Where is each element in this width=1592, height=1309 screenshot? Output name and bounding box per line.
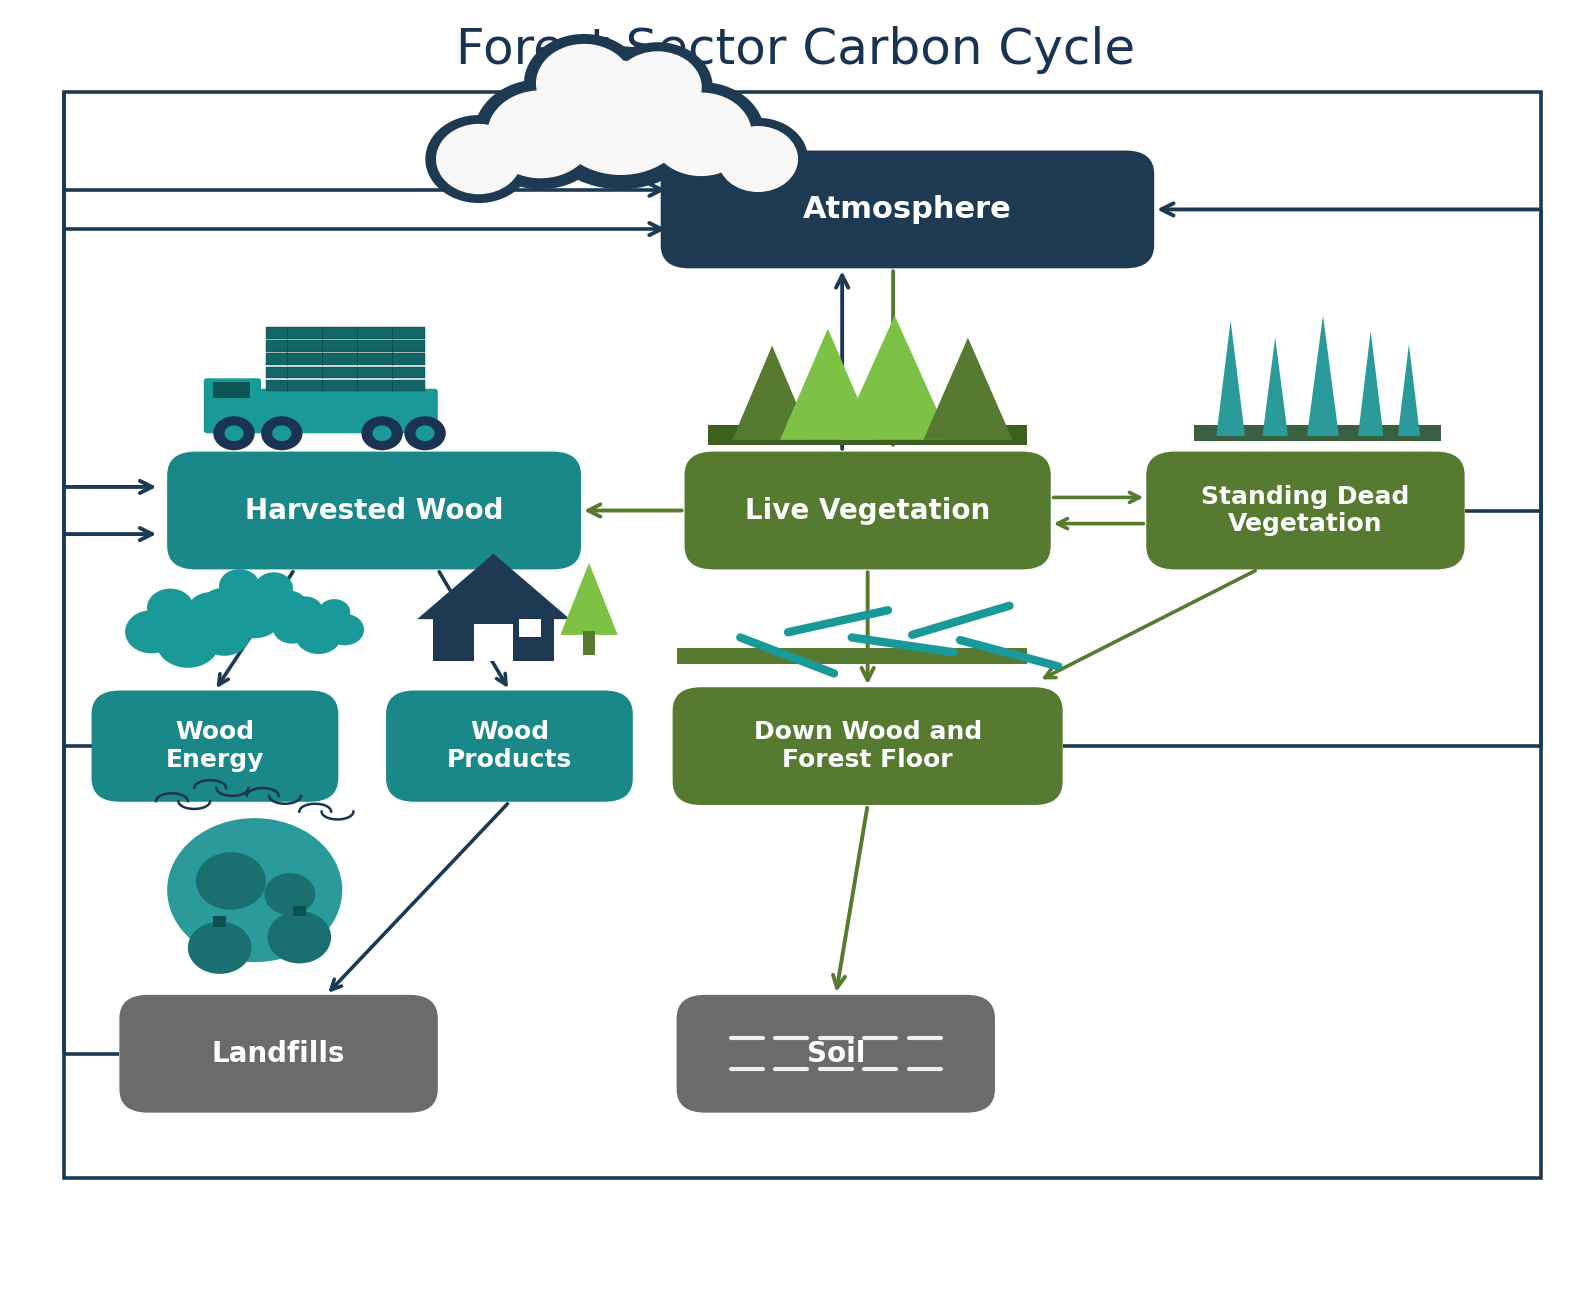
FancyBboxPatch shape [385,691,632,801]
Circle shape [373,425,392,441]
Circle shape [197,613,250,656]
Circle shape [318,600,350,626]
Circle shape [425,115,532,203]
Polygon shape [560,563,618,635]
Bar [266,380,425,391]
Polygon shape [1398,344,1420,436]
Bar [583,631,595,654]
Circle shape [404,416,446,450]
Circle shape [487,90,594,178]
Text: Landfills: Landfills [212,1039,345,1068]
Bar [1194,425,1441,441]
Polygon shape [839,315,950,440]
FancyBboxPatch shape [673,687,1063,805]
Circle shape [474,80,608,190]
Circle shape [718,126,798,192]
Circle shape [326,614,365,645]
Circle shape [267,911,331,963]
Polygon shape [780,329,876,440]
Bar [266,340,425,352]
FancyBboxPatch shape [685,452,1051,569]
Circle shape [533,46,708,190]
Polygon shape [1262,338,1288,436]
Circle shape [188,592,232,628]
Circle shape [295,615,342,654]
Circle shape [264,873,315,915]
Circle shape [524,34,645,134]
Bar [213,916,226,927]
Circle shape [213,416,255,450]
Text: Forest Sector Carbon Cycle: Forest Sector Carbon Cycle [457,26,1135,75]
Polygon shape [417,554,570,619]
Circle shape [650,93,751,177]
Circle shape [226,592,283,639]
Bar [677,648,1027,664]
Circle shape [167,818,342,962]
Bar [266,327,425,339]
FancyBboxPatch shape [167,452,581,569]
Circle shape [637,82,764,187]
Circle shape [416,425,435,441]
Text: Soil: Soil [807,1039,864,1068]
Circle shape [220,569,259,602]
Circle shape [272,425,291,441]
Circle shape [146,589,194,627]
Text: Atmosphere: Atmosphere [802,195,1013,224]
Circle shape [126,610,178,653]
Text: Standing Dead
Vegetation: Standing Dead Vegetation [1202,484,1409,537]
Polygon shape [1358,331,1383,436]
Bar [266,353,425,365]
FancyBboxPatch shape [256,389,438,433]
Text: Wood
Energy: Wood Energy [166,720,264,772]
Circle shape [272,613,310,644]
Bar [708,425,1027,445]
Circle shape [288,597,323,624]
Text: Down Wood and
Forest Floor: Down Wood and Forest Floor [753,720,982,772]
Text: Wood
Products: Wood Products [447,720,572,772]
Circle shape [613,51,702,124]
Circle shape [196,852,266,910]
Polygon shape [213,382,250,398]
FancyBboxPatch shape [677,995,995,1113]
FancyBboxPatch shape [204,378,261,433]
Circle shape [361,416,403,450]
FancyBboxPatch shape [119,995,438,1113]
FancyBboxPatch shape [92,691,339,801]
Circle shape [708,118,809,200]
Circle shape [264,590,309,628]
Circle shape [156,615,220,668]
Text: Harvested Wood: Harvested Wood [245,496,503,525]
Polygon shape [1216,321,1245,436]
Bar [293,906,306,916]
Circle shape [188,922,252,974]
Text: Live Vegetation: Live Vegetation [745,496,990,525]
Circle shape [602,42,713,134]
Circle shape [224,425,244,441]
Polygon shape [732,346,812,440]
Circle shape [436,124,522,194]
Circle shape [201,588,245,626]
Bar [266,367,425,378]
Circle shape [255,572,293,603]
Polygon shape [923,338,1013,440]
Circle shape [551,60,691,175]
FancyBboxPatch shape [661,151,1154,268]
Bar [433,609,554,661]
Circle shape [537,45,632,123]
Circle shape [261,416,302,450]
Polygon shape [1307,315,1339,436]
Bar [474,624,513,661]
Bar [519,619,541,637]
FancyBboxPatch shape [1146,452,1465,569]
